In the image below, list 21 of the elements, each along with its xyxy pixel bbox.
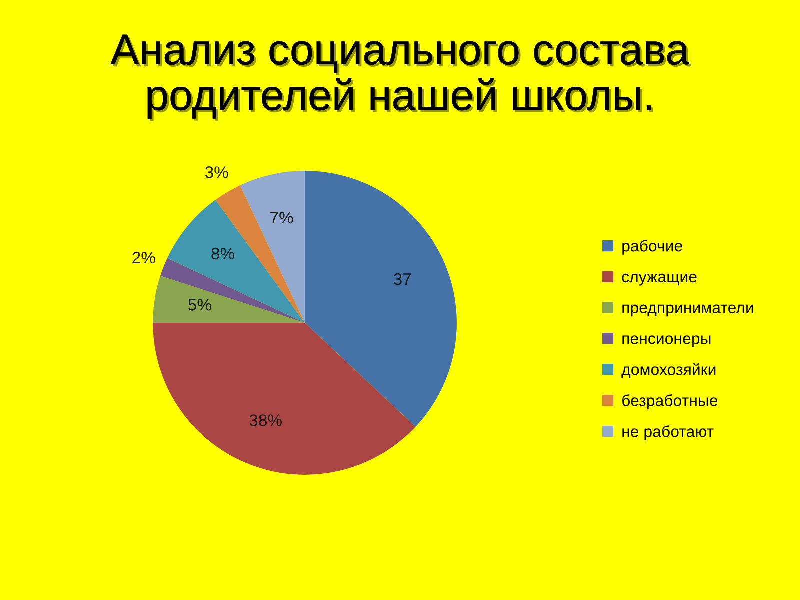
pie-slice bbox=[153, 323, 416, 475]
legend-label: пенсионеры bbox=[622, 336, 711, 348]
data-label: 3% bbox=[205, 166, 228, 178]
pie-slice bbox=[160, 258, 305, 323]
data-label: 5% bbox=[188, 299, 212, 311]
pie-slice bbox=[240, 171, 305, 323]
legend-label: предприниматели bbox=[622, 304, 754, 317]
legend-label: домохозяйки bbox=[622, 363, 716, 378]
legend-label: рабочие bbox=[622, 240, 682, 255]
data-label: 7% bbox=[270, 212, 294, 224]
data-label: 38% bbox=[250, 414, 282, 426]
legend-label: не работают bbox=[622, 425, 714, 441]
data-label: 37 bbox=[394, 273, 412, 286]
chart-title: Анализ социального состава родителей нашей школы. bbox=[110, 34, 692, 122]
data-label: 2% bbox=[132, 252, 156, 264]
pie-slice bbox=[168, 200, 305, 323]
legend-label: служащие bbox=[622, 274, 697, 286]
pie-slice bbox=[153, 276, 305, 323]
data-label: 8% bbox=[212, 248, 234, 260]
pie-slice bbox=[305, 171, 457, 428]
legend-label: безработные bbox=[622, 394, 718, 410]
